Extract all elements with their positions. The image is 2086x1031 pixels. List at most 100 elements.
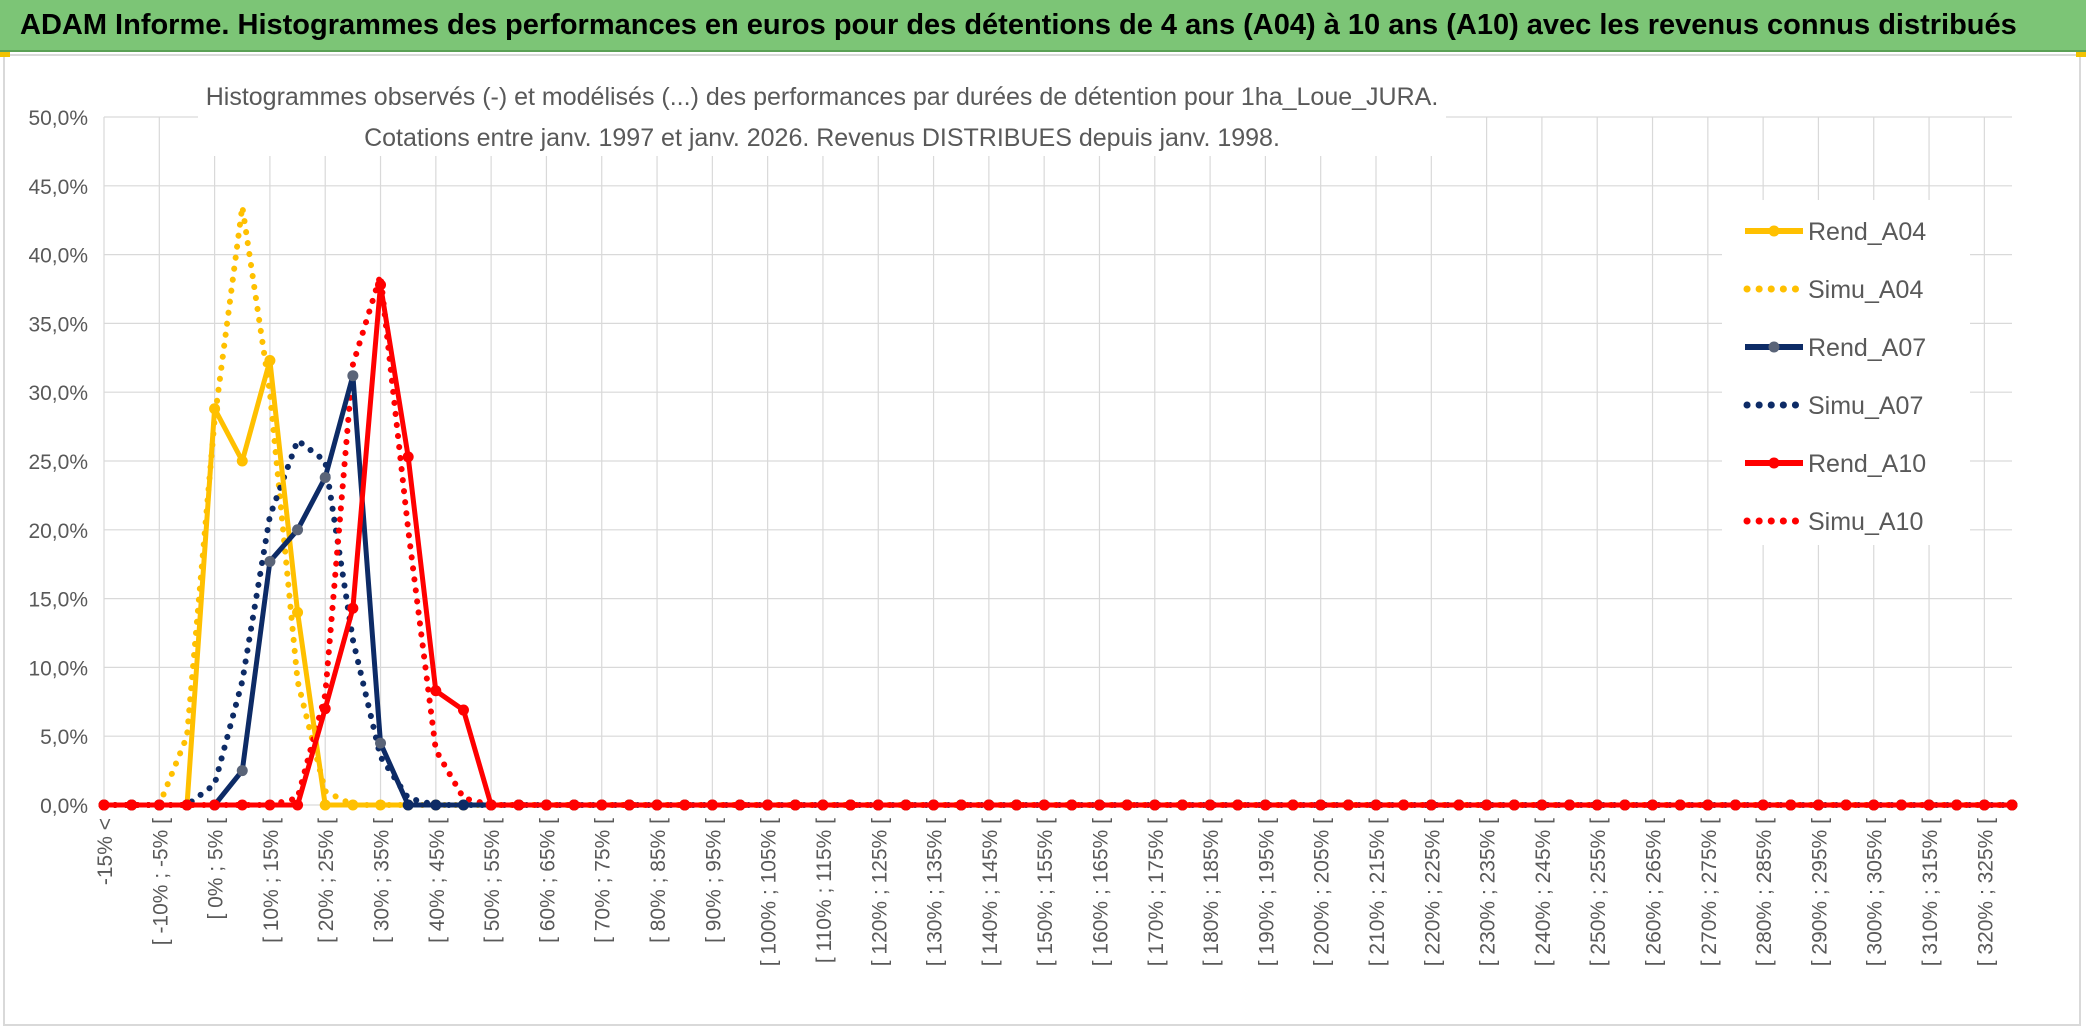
x-tick-label: [ 50% ; 55% [ bbox=[481, 818, 504, 943]
data-point-rend_a10 bbox=[236, 799, 248, 811]
data-point-rend_a10 bbox=[1536, 799, 1548, 811]
data-point-rend_a10 bbox=[1149, 799, 1161, 811]
data-point-rend_a07 bbox=[375, 737, 387, 749]
data-point-rend_a10 bbox=[1481, 799, 1493, 811]
data-point-rend_a10 bbox=[1287, 799, 1299, 811]
corner-mark-left bbox=[0, 52, 10, 57]
data-point-rend_a10 bbox=[955, 799, 967, 811]
data-point-rend_a04 bbox=[375, 799, 387, 811]
legend-label-simu_a07: Simu_A07 bbox=[1808, 392, 1923, 420]
data-point-rend_a10 bbox=[1232, 799, 1244, 811]
data-point-rend_a10 bbox=[1923, 799, 1935, 811]
data-point-rend_a10 bbox=[1259, 799, 1271, 811]
x-tick-label: [ 170% ; 175% [ bbox=[1145, 818, 1168, 966]
data-point-rend_a10 bbox=[983, 799, 995, 811]
data-point-rend_a10 bbox=[347, 602, 359, 614]
data-point-rend_a10 bbox=[1176, 799, 1188, 811]
data-point-rend_a10 bbox=[181, 799, 193, 811]
data-point-rend_a10 bbox=[1702, 799, 1714, 811]
y-tick-label: 5,0% bbox=[40, 726, 88, 749]
y-tick-label: 45,0% bbox=[28, 176, 88, 199]
data-point-rend_a04 bbox=[347, 799, 359, 811]
x-tick-label: [ 180% ; 185% [ bbox=[1200, 818, 1223, 966]
x-tick-label: [ 0% ; 5% [ bbox=[205, 818, 228, 920]
data-point-rend_a07 bbox=[457, 799, 469, 811]
data-point-rend_a10 bbox=[1812, 799, 1824, 811]
x-tick-label: [ 100% ; 105% [ bbox=[758, 818, 781, 966]
data-point-rend_a10 bbox=[1398, 799, 1410, 811]
data-point-rend_a04 bbox=[236, 455, 248, 467]
data-point-rend_a10 bbox=[1868, 799, 1880, 811]
data-point-rend_a10 bbox=[734, 799, 746, 811]
data-point-rend_a10 bbox=[209, 799, 221, 811]
x-tick-label: [ 130% ; 135% [ bbox=[924, 818, 947, 966]
data-point-rend_a10 bbox=[1315, 799, 1327, 811]
y-tick-label: 35,0% bbox=[28, 313, 88, 336]
x-tick-label: [ 160% ; 165% [ bbox=[1089, 818, 1112, 966]
data-point-rend_a10 bbox=[457, 704, 469, 716]
data-point-rend_a10 bbox=[375, 279, 387, 291]
data-point-rend_a10 bbox=[1453, 799, 1465, 811]
data-point-rend_a10 bbox=[1785, 799, 1797, 811]
data-point-rend_a10 bbox=[402, 451, 414, 463]
data-point-rend_a10 bbox=[679, 799, 691, 811]
data-point-rend_a10 bbox=[1757, 799, 1769, 811]
data-point-rend_a10 bbox=[1951, 799, 1963, 811]
legend-marker bbox=[1768, 341, 1780, 353]
data-point-rend_a10 bbox=[264, 799, 276, 811]
data-point-rend_a10 bbox=[1121, 799, 1133, 811]
data-point-rend_a10 bbox=[513, 799, 525, 811]
data-point-rend_a07 bbox=[430, 799, 442, 811]
x-tick-label: [ 120% ; 125% [ bbox=[868, 818, 891, 966]
data-point-rend_a07 bbox=[264, 555, 276, 567]
x-tick-label: [ 40% ; 45% [ bbox=[426, 818, 449, 943]
data-point-rend_a10 bbox=[900, 799, 912, 811]
data-point-rend_a10 bbox=[845, 799, 857, 811]
y-tick-label: 40,0% bbox=[28, 245, 88, 268]
x-tick-label: [ 260% ; 265% [ bbox=[1643, 818, 1666, 966]
data-point-rend_a10 bbox=[1204, 799, 1216, 811]
data-point-rend_a10 bbox=[1729, 799, 1741, 811]
data-point-rend_a10 bbox=[568, 799, 580, 811]
legend-background bbox=[1722, 200, 1970, 545]
data-point-rend_a10 bbox=[126, 799, 138, 811]
x-tick-label: [ 280% ; 285% [ bbox=[1753, 818, 1776, 966]
y-tick-label: 10,0% bbox=[28, 657, 88, 680]
legend-label-simu_a04: Simu_A04 bbox=[1808, 276, 1923, 304]
x-tick-label: [ 140% ; 145% [ bbox=[979, 818, 1002, 966]
x-tick-label: [ 240% ; 245% [ bbox=[1532, 818, 1555, 966]
x-tick-label: [ 80% ; 85% [ bbox=[647, 818, 670, 943]
data-point-rend_a10 bbox=[651, 799, 663, 811]
y-tick-label: 15,0% bbox=[28, 589, 88, 612]
data-point-rend_a07 bbox=[402, 799, 414, 811]
corner-mark-right bbox=[2076, 52, 2086, 57]
data-point-rend_a10 bbox=[430, 685, 442, 697]
legend-marker bbox=[1768, 457, 1780, 469]
report-title: ADAM Informe. Histogrammes des performan… bbox=[20, 8, 2017, 41]
y-tick-label: 20,0% bbox=[28, 520, 88, 543]
data-point-rend_a10 bbox=[1011, 799, 1023, 811]
data-point-rend_a07 bbox=[292, 524, 304, 536]
x-tick-label: [ -10% ; -5% [ bbox=[149, 818, 172, 945]
data-point-rend_a10 bbox=[1370, 799, 1382, 811]
data-point-rend_a10 bbox=[319, 703, 331, 715]
data-point-rend_a04 bbox=[292, 606, 304, 618]
data-point-rend_a04 bbox=[264, 355, 276, 367]
x-axis-tick-labels: -15% < [ -10% ; -5% [ [ 0% ; 5% [ [ 10% ; 1… bbox=[94, 818, 1997, 966]
data-point-rend_a10 bbox=[623, 799, 635, 811]
data-point-rend_a10 bbox=[1093, 799, 1105, 811]
y-tick-label: 30,0% bbox=[28, 382, 88, 405]
data-point-rend_a10 bbox=[1564, 799, 1576, 811]
data-point-rend_a10 bbox=[762, 799, 774, 811]
x-tick-label: -15% < bbox=[94, 818, 117, 885]
data-point-rend_a10 bbox=[706, 799, 718, 811]
x-tick-label: [ 310% ; 315% [ bbox=[1919, 818, 1942, 966]
data-point-rend_a10 bbox=[540, 799, 552, 811]
data-point-rend_a10 bbox=[292, 799, 304, 811]
chart-title: Histogrammes observés (-) et modélisés (… bbox=[198, 78, 1446, 156]
data-point-rend_a10 bbox=[2006, 799, 2018, 811]
x-tick-label: [ 270% ; 275% [ bbox=[1698, 818, 1721, 966]
x-tick-label: [ 20% ; 25% [ bbox=[315, 818, 338, 943]
data-series bbox=[98, 203, 2018, 811]
x-tick-label: [ 10% ; 15% [ bbox=[260, 818, 283, 943]
